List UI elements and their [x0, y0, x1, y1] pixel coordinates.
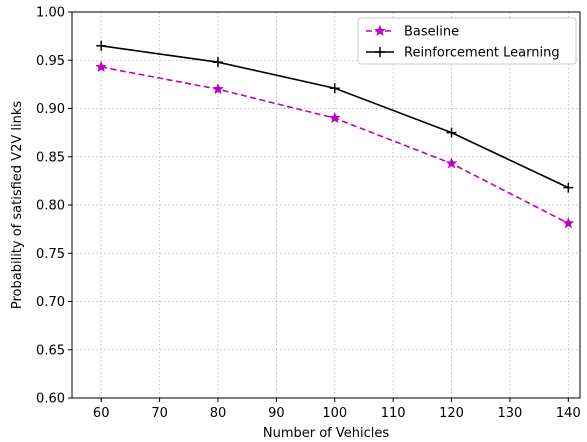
series-0: [95, 60, 575, 229]
x-tick-label: 60: [93, 406, 110, 421]
legend-swatch-marker: [373, 24, 387, 37]
y-tick-label: 0.75: [36, 247, 65, 262]
data-point-1-3: [446, 127, 457, 138]
x-tick-label: 80: [210, 406, 227, 421]
y-tick-label: 1.00: [36, 6, 65, 21]
legend-entries: Baseline Reinforcement Learning: [366, 25, 560, 61]
ticks: 60 70 80 90 100 110 120 130 140 0.60 0.65 0.70 0.75 0…: [36, 6, 581, 422]
y-tick-label: 0.60: [36, 392, 65, 407]
data-point-0-0: [95, 60, 108, 73]
data-point-0-2: [328, 111, 341, 124]
y-tick-label: 0.95: [36, 54, 65, 69]
y-axis-label: Probability of satisfied V2V links: [10, 101, 25, 309]
data-point-0-4: [562, 217, 575, 229]
y-tick-label: 0.80: [36, 199, 65, 214]
data-point-1-2: [329, 83, 340, 94]
x-tick-label: 130: [498, 406, 523, 421]
x-tick-label: 70: [151, 406, 168, 421]
y-tick-label: 0.70: [36, 295, 65, 310]
legend-label: Reinforcement Learning: [404, 46, 560, 61]
x-tick-label: 140: [556, 406, 581, 421]
legend-label: Baseline: [404, 25, 459, 40]
data-point-1-1: [212, 57, 223, 68]
data-point-1-4: [563, 182, 574, 193]
x-axis-label: Number of Vehicles: [263, 426, 390, 441]
grid: [72, 11, 580, 399]
legend-swatch-marker: [375, 47, 385, 57]
legend: Baseline Reinforcement Learning: [357, 17, 577, 65]
data-point-0-1: [211, 82, 224, 95]
x-tick-label: 110: [381, 406, 406, 421]
series-layer: [95, 40, 575, 229]
y-tick-label: 0.85: [36, 150, 65, 165]
y-tick-label: 0.90: [36, 102, 65, 117]
x-tick-label: 120: [439, 406, 464, 421]
data-point-1-0: [96, 40, 107, 51]
series-1: [96, 40, 574, 193]
legend-box: [357, 17, 577, 65]
y-tick-label: 0.65: [36, 343, 65, 358]
x-tick-label: 100: [322, 406, 347, 421]
x-tick-label: 90: [268, 406, 285, 421]
data-point-0-3: [445, 157, 458, 169]
